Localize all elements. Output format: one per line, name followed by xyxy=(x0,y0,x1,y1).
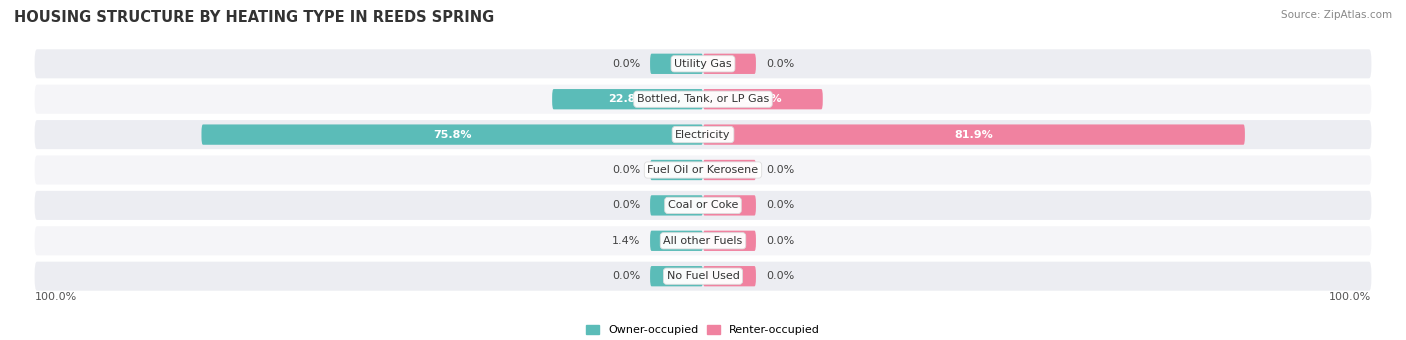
FancyBboxPatch shape xyxy=(35,226,1371,255)
Text: 100.0%: 100.0% xyxy=(1329,292,1371,302)
Text: HOUSING STRUCTURE BY HEATING TYPE IN REEDS SPRING: HOUSING STRUCTURE BY HEATING TYPE IN REE… xyxy=(14,10,495,25)
Text: 0.0%: 0.0% xyxy=(766,236,794,246)
Text: 0.0%: 0.0% xyxy=(766,165,794,175)
Text: Bottled, Tank, or LP Gas: Bottled, Tank, or LP Gas xyxy=(637,94,769,104)
Text: 0.0%: 0.0% xyxy=(766,271,794,281)
Text: 0.0%: 0.0% xyxy=(612,200,640,210)
FancyBboxPatch shape xyxy=(35,85,1371,114)
FancyBboxPatch shape xyxy=(35,191,1371,220)
Text: 81.9%: 81.9% xyxy=(955,130,993,140)
Text: Electricity: Electricity xyxy=(675,130,731,140)
FancyBboxPatch shape xyxy=(35,262,1371,291)
Text: 0.0%: 0.0% xyxy=(612,165,640,175)
Text: 18.1%: 18.1% xyxy=(744,94,782,104)
FancyBboxPatch shape xyxy=(650,266,703,286)
Text: 0.0%: 0.0% xyxy=(612,59,640,69)
FancyBboxPatch shape xyxy=(650,160,703,180)
FancyBboxPatch shape xyxy=(35,155,1371,185)
Text: Coal or Coke: Coal or Coke xyxy=(668,200,738,210)
Text: Fuel Oil or Kerosene: Fuel Oil or Kerosene xyxy=(647,165,759,175)
FancyBboxPatch shape xyxy=(35,49,1371,78)
Text: 0.0%: 0.0% xyxy=(766,200,794,210)
FancyBboxPatch shape xyxy=(703,124,1244,145)
Legend: Owner-occupied, Renter-occupied: Owner-occupied, Renter-occupied xyxy=(586,325,820,335)
FancyBboxPatch shape xyxy=(201,124,703,145)
FancyBboxPatch shape xyxy=(703,54,756,74)
Text: Utility Gas: Utility Gas xyxy=(675,59,731,69)
FancyBboxPatch shape xyxy=(703,160,756,180)
FancyBboxPatch shape xyxy=(703,89,823,109)
Text: Source: ZipAtlas.com: Source: ZipAtlas.com xyxy=(1281,10,1392,20)
Text: 0.0%: 0.0% xyxy=(766,59,794,69)
Text: 1.4%: 1.4% xyxy=(612,236,640,246)
Text: 22.8%: 22.8% xyxy=(609,94,647,104)
Text: 0.0%: 0.0% xyxy=(612,271,640,281)
FancyBboxPatch shape xyxy=(703,266,756,286)
FancyBboxPatch shape xyxy=(650,54,703,74)
FancyBboxPatch shape xyxy=(703,231,756,251)
Text: No Fuel Used: No Fuel Used xyxy=(666,271,740,281)
FancyBboxPatch shape xyxy=(650,231,703,251)
FancyBboxPatch shape xyxy=(703,195,756,216)
Text: All other Fuels: All other Fuels xyxy=(664,236,742,246)
Text: 100.0%: 100.0% xyxy=(35,292,77,302)
FancyBboxPatch shape xyxy=(650,195,703,216)
FancyBboxPatch shape xyxy=(35,120,1371,149)
FancyBboxPatch shape xyxy=(553,89,703,109)
Text: 75.8%: 75.8% xyxy=(433,130,471,140)
